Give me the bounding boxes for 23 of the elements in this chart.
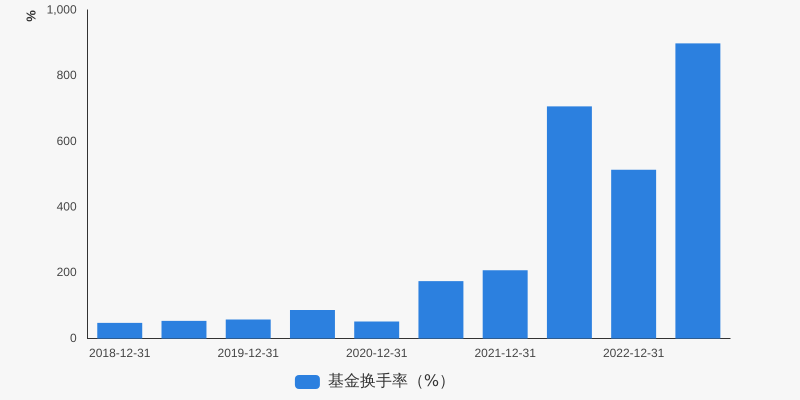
x-tick-label: 2021-12-31 <box>474 346 536 360</box>
y-tick-label: 800 <box>56 68 77 82</box>
bar <box>354 322 400 339</box>
x-tick-label: 2018-12-31 <box>89 346 151 360</box>
y-tick-label: 400 <box>56 200 77 214</box>
x-tick-label: 2020-12-31 <box>346 346 408 360</box>
bar <box>226 320 271 339</box>
x-tick-label: 2022-12-31 <box>602 346 665 360</box>
bar <box>611 170 656 339</box>
bar <box>97 322 142 339</box>
y-tick-label: 1,000 <box>46 2 77 17</box>
bar <box>675 43 720 339</box>
y-tick-label: 200 <box>56 265 77 280</box>
bar <box>482 270 528 339</box>
y-tick-label: 0 <box>70 330 77 345</box>
bar <box>290 310 335 339</box>
bar <box>546 106 592 339</box>
bar <box>418 281 464 339</box>
x-tick-label: 2019-12-31 <box>218 346 280 360</box>
y-axis-title: % <box>23 10 38 22</box>
legend-label: 基金换手率（%） <box>328 371 456 390</box>
y-tick-label: 600 <box>56 134 77 148</box>
bar <box>162 320 206 339</box>
